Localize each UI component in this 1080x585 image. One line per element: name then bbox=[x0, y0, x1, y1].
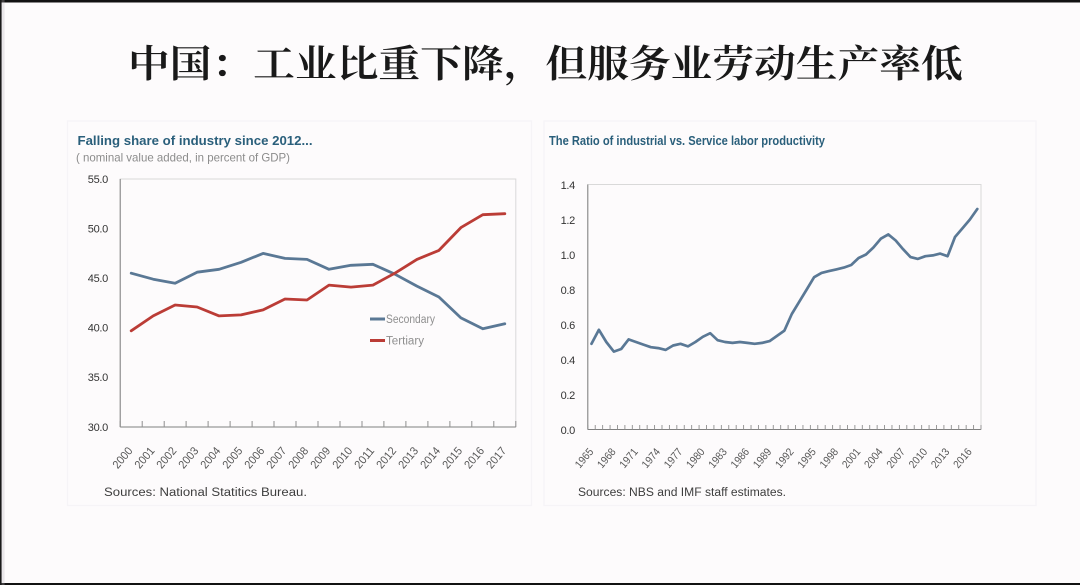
svg-text:40.0: 40.0 bbox=[88, 323, 108, 335]
svg-text:35.0: 35.0 bbox=[88, 372, 108, 384]
svg-text:30.0: 30.0 bbox=[88, 422, 108, 434]
svg-text:The Ratio of industrial vs. Se: The Ratio of industrial vs. Service labo… bbox=[549, 134, 825, 148]
svg-text:0.8: 0.8 bbox=[561, 285, 576, 297]
svg-text:0.2: 0.2 bbox=[561, 390, 576, 402]
svg-text:0.4: 0.4 bbox=[561, 355, 576, 367]
svg-text:45.0: 45.0 bbox=[88, 273, 108, 285]
svg-text:1.2: 1.2 bbox=[561, 215, 576, 227]
svg-text:0.6: 0.6 bbox=[561, 320, 576, 332]
svg-text:55.0: 55.0 bbox=[88, 174, 108, 186]
svg-text:0.0: 0.0 bbox=[561, 425, 576, 437]
svg-text:Secondary: Secondary bbox=[386, 314, 435, 326]
svg-text:Sources: National Statitics Bu: Sources: National Statitics Bureau. bbox=[104, 487, 307, 499]
svg-text:Tertiary: Tertiary bbox=[386, 336, 424, 348]
svg-text:Falling share of industry sinc: Falling share of industry since 2012... bbox=[78, 134, 313, 148]
svg-text:Sources: NBS and IMF staff est: Sources: NBS and IMF staff estimates. bbox=[578, 487, 786, 499]
svg-text:( nominal value added, in perc: ( nominal value added, in percent of GDP… bbox=[76, 151, 290, 165]
svg-text:1.0: 1.0 bbox=[561, 250, 576, 262]
svg-text:1.4: 1.4 bbox=[561, 180, 576, 192]
svg-text:50.0: 50.0 bbox=[88, 223, 108, 235]
